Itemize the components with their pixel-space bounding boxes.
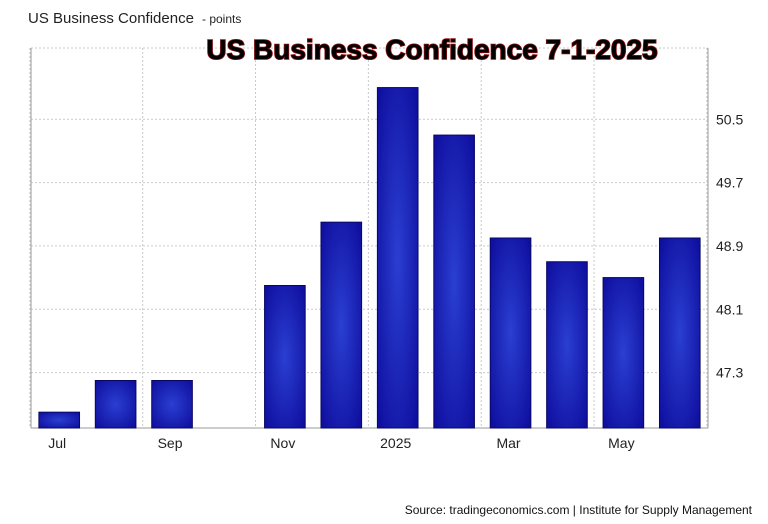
x-tick-label: 2025 (380, 435, 411, 451)
y-tick-labels: 47.3 48.1 48.9 49.7 50.5 (716, 111, 743, 380)
bar-nov (264, 285, 306, 429)
bar-feb (433, 134, 475, 429)
chart-header-title: US Business Confidence (28, 10, 194, 27)
bar-aug (94, 380, 137, 429)
bar-jul (38, 411, 81, 429)
x-tick-label: Jul (48, 435, 66, 451)
bar-jun (658, 237, 701, 429)
y-tick-label: 48.9 (716, 238, 743, 254)
bar-2025 (376, 87, 419, 429)
y-tick-label: 50.5 (716, 111, 743, 127)
grid (29, 47, 708, 428)
axes (30, 48, 709, 429)
bars (38, 87, 701, 429)
x-tick-label: Mar (496, 435, 520, 451)
bar-sep (151, 380, 193, 429)
y-tick-label: 49.7 (716, 175, 743, 191)
bar-dec (320, 221, 363, 429)
x-tick-label: Nov (270, 435, 295, 451)
bar-mar (489, 237, 532, 429)
source-credit: Source: tradingeconomics.com | Institute… (405, 503, 753, 517)
x-tick-labels: Jul Sep Nov 2025 Mar May (48, 435, 634, 451)
chart-overlay-title: US Business Confidence 7-1-2025 (206, 34, 657, 65)
bar-apr (546, 261, 588, 429)
x-tick-label: May (608, 435, 634, 451)
x-tick-label: Sep (158, 435, 183, 451)
bar-may (602, 277, 645, 429)
y-tick-label: 47.3 (716, 365, 743, 381)
chart-header-unit: - points (202, 12, 241, 26)
y-tick-label: 48.1 (716, 301, 743, 317)
